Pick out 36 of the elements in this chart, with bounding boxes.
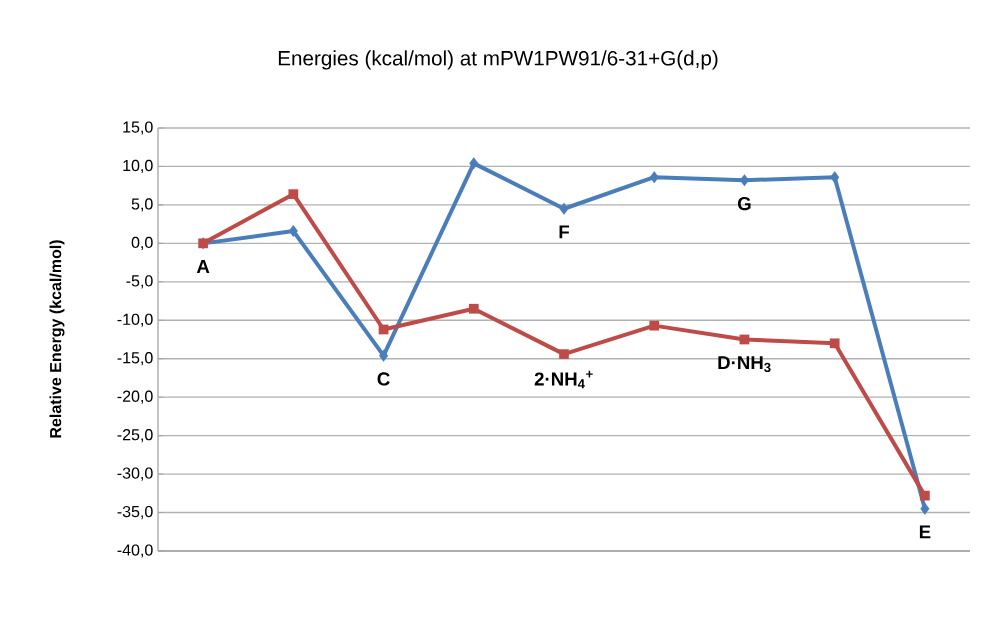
point (559, 202, 569, 215)
y-tick-label: -30,0 (117, 467, 153, 481)
annotation: F (559, 225, 570, 239)
y-tick-label: -35,0 (117, 505, 153, 520)
y-tick-label: 5,0 (131, 198, 153, 212)
y-tick-label: 0,0 (131, 236, 153, 250)
point (829, 338, 840, 349)
annotation: C (377, 372, 390, 386)
point (559, 349, 569, 359)
point (469, 157, 479, 170)
y-tick-label: -10,0 (117, 313, 153, 327)
point (920, 502, 930, 515)
y-tick-label: -40,0 (117, 544, 153, 558)
point (830, 171, 840, 184)
point (378, 349, 389, 362)
point (288, 189, 299, 199)
annotation: G (737, 196, 751, 211)
annotation: A (196, 260, 210, 273)
y-tick-label: -5,0 (126, 275, 153, 289)
y-tick-label: -20,0 (117, 390, 153, 404)
y-tick-label: -25,0 (117, 429, 153, 443)
point (920, 490, 930, 501)
y-tick-label: 10,0 (123, 159, 153, 174)
annotation: D·NH$_{3}$ (718, 356, 771, 373)
point (288, 224, 298, 238)
point (649, 320, 660, 331)
point (739, 334, 750, 345)
y-tick-label: -15,0 (117, 352, 153, 366)
point (468, 303, 479, 314)
chart-title: Energies (kcal/mol) at mPW1PW91/6-31+G(d,p) (278, 50, 718, 70)
annotation: 2·NH$_{4}$+ (534, 370, 593, 389)
y-tick-label: 15,0 (123, 121, 153, 135)
y-axis-title: Relative Energy (kcal/mol) (49, 240, 65, 438)
point (378, 324, 389, 335)
annotation: E (919, 525, 931, 539)
point (649, 171, 659, 184)
